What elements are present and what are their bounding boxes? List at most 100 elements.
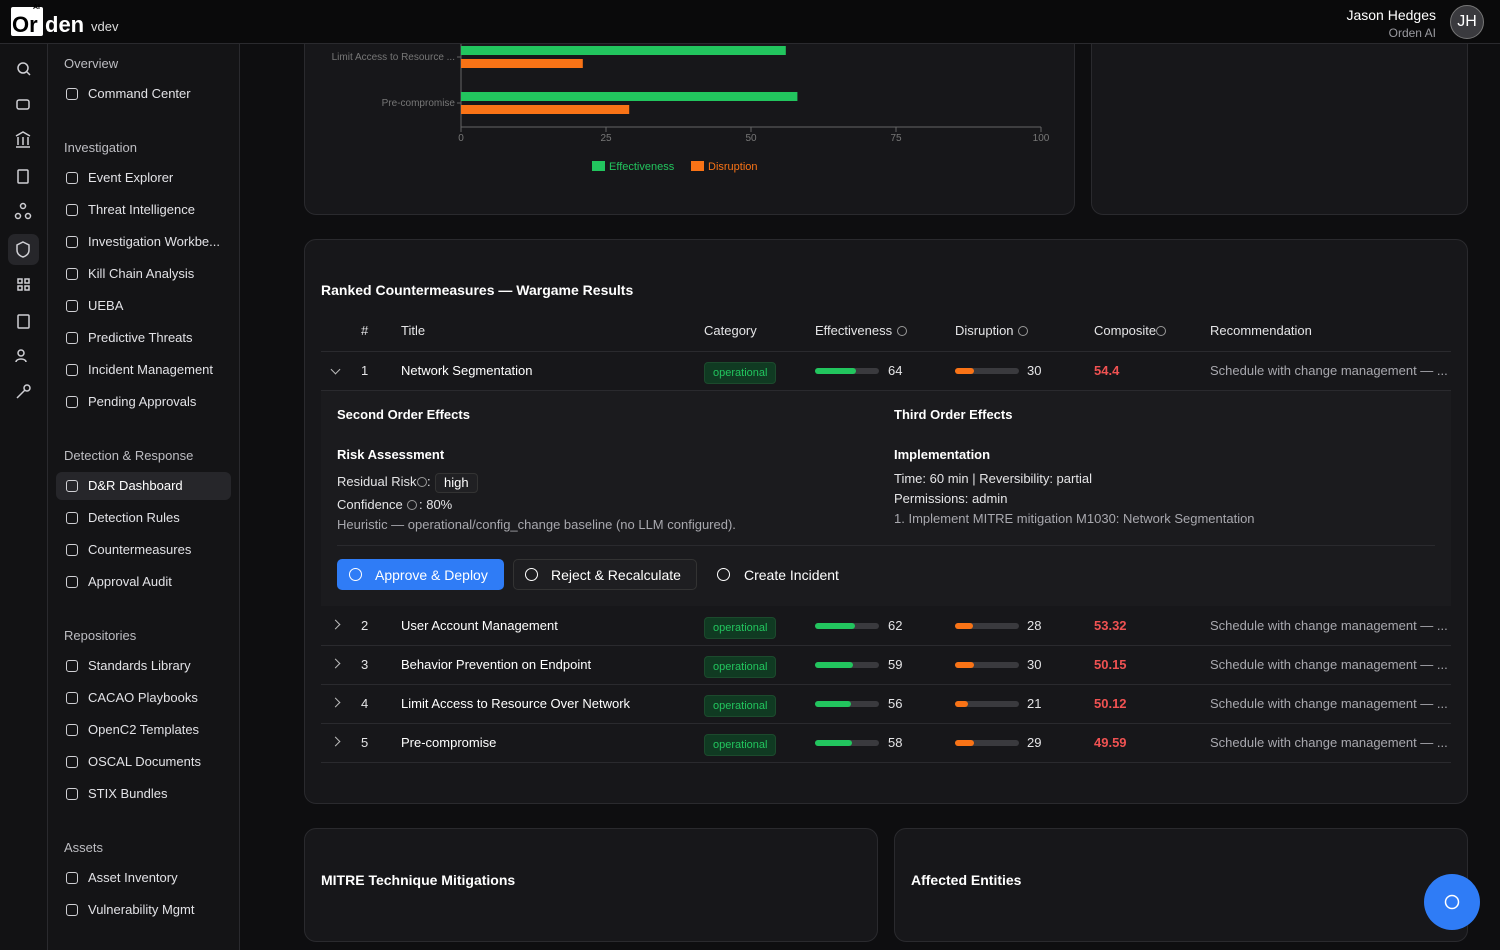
expand-toggle[interactable] — [330, 619, 341, 630]
column-header: Composite — [1094, 323, 1157, 338]
rank: 1 — [361, 363, 369, 378]
nav-item[interactable]: UEBA — [88, 298, 124, 313]
nav-icon — [66, 788, 78, 800]
bar — [461, 46, 786, 55]
rank: 5 — [361, 735, 369, 750]
nav-item[interactable]: STIX Bundles — [88, 786, 168, 801]
nav-icon — [66, 332, 78, 344]
nav-item[interactable]: Command Center — [88, 86, 191, 101]
x-tick-label: 100 — [1033, 133, 1050, 144]
composite: 53.32 — [1094, 618, 1127, 633]
progress-fill — [815, 740, 853, 746]
x-tick-label: 50 — [745, 133, 757, 144]
legend-label: Effectiveness — [609, 161, 675, 173]
detail-label: Residual Risk — [337, 474, 417, 489]
bar — [461, 59, 583, 68]
nav-item[interactable]: Event Explorer — [88, 170, 174, 185]
cm-title: Pre-compromise — [401, 735, 497, 750]
column-header: Category — [704, 323, 757, 338]
nav-icon — [66, 756, 78, 768]
user-org: Orden AI — [1388, 26, 1436, 40]
legend-swatch — [592, 161, 605, 171]
column-header: Effectiveness — [815, 323, 893, 338]
card-title: Ranked Countermeasures — Wargame Results — [321, 282, 634, 298]
nav-icon — [66, 236, 78, 248]
nav-active-bg — [56, 472, 231, 500]
progress-fill — [815, 623, 855, 629]
chat-button[interactable] — [1424, 874, 1480, 930]
nav-icon — [66, 268, 78, 280]
nav-item[interactable]: Predictive Threats — [88, 330, 193, 345]
logo-sup: AI — [33, 4, 40, 11]
nav-item[interactable]: OSCAL Documents — [88, 754, 201, 769]
nav-group-title: Investigation — [64, 140, 137, 155]
nav-item[interactable]: Pending Approvals — [88, 394, 197, 409]
info-icon — [417, 477, 427, 487]
nav-item[interactable]: OpenC2 Templates — [88, 722, 200, 737]
recommendation: Schedule with change management — ... — [1210, 735, 1448, 750]
nav-icon — [66, 872, 78, 884]
value: 58 — [888, 735, 903, 750]
value: 64 — [888, 363, 903, 378]
nav-item[interactable]: Detection Rules — [88, 510, 180, 525]
x-tick-label: 75 — [890, 133, 902, 144]
row-divider — [321, 351, 1451, 352]
expand-toggle[interactable] — [330, 697, 341, 708]
nav-item[interactable]: Vulnerability Mgmt — [88, 902, 195, 917]
progress-track — [955, 740, 1019, 746]
legend-swatch — [691, 161, 704, 171]
value: 30 — [1027, 363, 1042, 378]
value: 29 — [1027, 735, 1042, 750]
detail-note: Heuristic — operational/config_change ba… — [337, 517, 736, 532]
nav-item[interactable]: D&R Dashboard — [88, 478, 183, 493]
progress-fill — [955, 701, 969, 707]
detail-heading: Third Order Effects — [894, 407, 1013, 422]
action-button[interactable] — [513, 559, 697, 590]
value: 56 — [888, 696, 903, 711]
bar — [461, 105, 630, 114]
nav-item[interactable]: Asset Inventory — [88, 870, 178, 885]
progress-fill — [815, 701, 851, 707]
rail-icons — [8, 62, 39, 399]
nav-item[interactable]: Standards Library — [88, 658, 191, 673]
recommendation: Schedule with change management — ... — [1210, 696, 1448, 711]
nav-item[interactable]: Investigation Workbe... — [88, 234, 220, 249]
category-pill: operational — [704, 362, 777, 384]
expand-toggle[interactable] — [330, 736, 341, 747]
countermeasures-card: Ranked Countermeasures — Wargame Results… — [304, 239, 1468, 804]
rank: 3 — [361, 657, 369, 672]
recommendation: Schedule with change management — ... — [1210, 363, 1448, 378]
expand-toggle[interactable] — [330, 658, 341, 669]
progress-track — [955, 368, 1019, 374]
detail-label: Confidence — [337, 497, 403, 512]
nav-icon — [66, 88, 78, 100]
progress-fill — [955, 623, 973, 629]
progress-track — [955, 623, 1019, 629]
nav-group-title: Repositories — [64, 628, 137, 643]
detail-value: : 80% — [419, 497, 453, 512]
recommendation: Schedule with change management — ... — [1210, 657, 1448, 672]
action-button[interactable] — [337, 559, 504, 590]
nav-item[interactable]: Countermeasures — [88, 542, 192, 557]
nav-item[interactable]: Kill Chain Analysis — [88, 266, 195, 281]
nav-icon — [66, 544, 78, 556]
expand-toggle[interactable] — [330, 364, 341, 375]
row-divider — [321, 723, 1451, 724]
column-header: # — [361, 323, 369, 338]
nav-item[interactable]: Approval Audit — [88, 574, 172, 589]
nav-group-title: Assets — [64, 840, 104, 855]
nav-icon — [66, 480, 78, 492]
cm-title: Network Segmentation — [401, 363, 533, 378]
info-icon — [1156, 326, 1166, 336]
composite: 49.59 — [1094, 735, 1127, 750]
cm-title: User Account Management — [401, 618, 558, 633]
chat-icon — [1444, 894, 1460, 910]
nav-item[interactable]: CACAO Playbooks — [88, 690, 198, 705]
nav-item[interactable]: Threat Intelligence — [88, 202, 195, 217]
cm-title: Limit Access to Resource Over Network — [401, 696, 631, 711]
avatar[interactable]: JH — [1450, 5, 1484, 39]
x-tick-label: 25 — [600, 133, 612, 144]
action-label: Approve & Deploy — [375, 567, 488, 583]
nav-item[interactable]: Incident Management — [88, 362, 214, 377]
sidebar: Overview Command Center Investigation Event… — [48, 44, 240, 950]
